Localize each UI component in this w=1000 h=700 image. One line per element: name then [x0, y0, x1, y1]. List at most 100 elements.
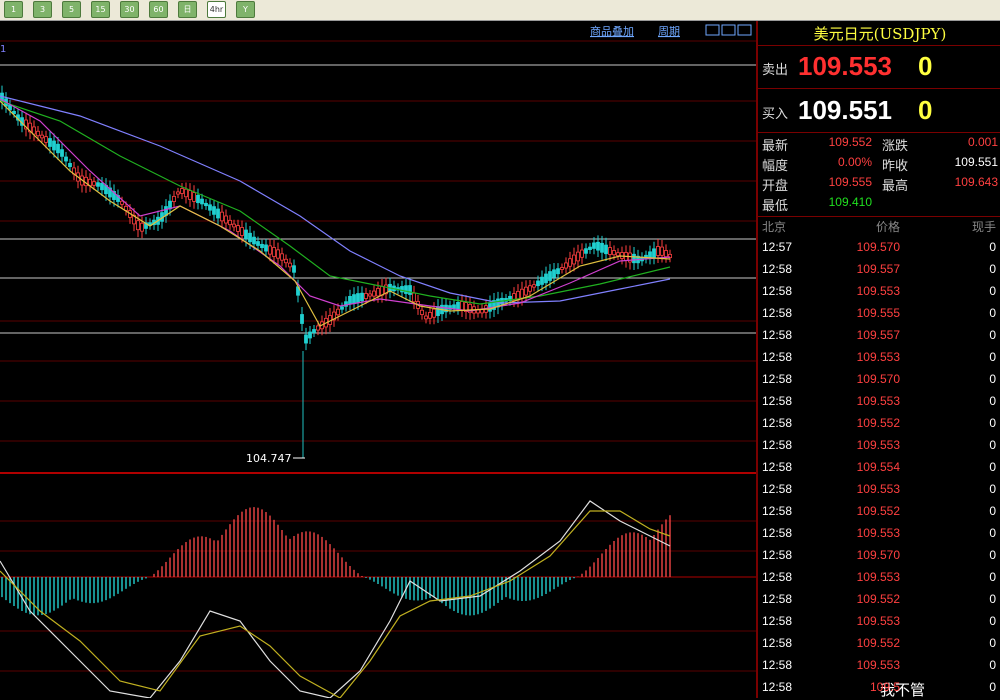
stat-value: 109.410: [828, 195, 872, 209]
tick-time: 12:58: [762, 592, 793, 606]
candle-body: [212, 206, 216, 215]
tick-price: 109.553: [856, 614, 900, 628]
candle-body: [136, 220, 140, 231]
candle-body: [452, 304, 456, 309]
tick-header: 现手: [971, 220, 996, 234]
period-button[interactable]: 15: [91, 1, 110, 18]
tick-lots: 0: [989, 240, 996, 254]
period-button[interactable]: 5: [62, 1, 81, 18]
candle-body: [596, 241, 600, 251]
tick-time: 12:58: [762, 636, 793, 650]
candle-body: [24, 119, 28, 130]
candle-body: [40, 134, 44, 139]
candle-body: [200, 198, 204, 205]
tick-lots: 0: [989, 372, 996, 386]
period-button[interactable]: 60: [149, 1, 168, 18]
tick-lots: 0: [989, 614, 996, 628]
tick-time: 12:58: [762, 306, 793, 320]
candle-body: [12, 110, 16, 115]
tick-price: 109.570: [856, 548, 900, 562]
candle-body: [284, 258, 288, 264]
tick-header: 价格: [875, 220, 900, 234]
tick-price: 109.554: [856, 460, 900, 474]
candle-body: [468, 303, 472, 314]
buy-lots: 0: [918, 95, 933, 125]
candle-body: [176, 191, 180, 195]
tick-price: 109.553: [856, 658, 900, 672]
candle-body: [252, 236, 256, 245]
candle-body: [64, 156, 68, 162]
stat-value: 109.555: [828, 175, 872, 189]
tick-price: 109.553: [856, 438, 900, 452]
candle-body: [100, 182, 104, 191]
ma-short: [0, 98, 671, 312]
candle-body: [292, 265, 296, 273]
period-button[interactable]: 3: [33, 1, 52, 18]
macd-dif: [0, 500, 671, 698]
candle-body: [264, 244, 268, 252]
tick-time: 12:58: [762, 570, 793, 584]
period-button[interactable]: 30: [120, 1, 139, 18]
tick-lots: 0: [989, 548, 996, 562]
watermark: 我不管: [880, 681, 926, 699]
candle-body: [544, 273, 548, 284]
toolbar: 1 3 5 15 30 60 日 4hr Y: [0, 0, 1000, 21]
candle-body: [108, 187, 112, 198]
candle-body: [464, 302, 468, 312]
window-controls[interactable]: [705, 24, 752, 36]
candle-body: [628, 252, 632, 263]
candle-body: [196, 194, 200, 204]
candle-body: [372, 290, 376, 297]
tick-lots: 0: [989, 284, 996, 298]
tick-time: 12:58: [762, 504, 793, 518]
tick-price: 109.553: [856, 570, 900, 584]
candle-body: [580, 249, 584, 258]
candle-body: [492, 300, 496, 310]
period-button[interactable]: Y: [236, 1, 255, 18]
period-button[interactable]: 1: [4, 1, 23, 18]
tick-time: 12:58: [762, 372, 793, 386]
candle-body: [332, 311, 336, 321]
candle-body: [280, 253, 284, 261]
tick-price: 109.553: [856, 526, 900, 540]
tick-price: 109.557: [856, 328, 900, 342]
macd-histogram: [1, 507, 671, 616]
tick-time: 12:58: [762, 658, 793, 672]
candle-body: [400, 286, 404, 293]
period-button[interactable]: 日: [178, 1, 197, 18]
period-button[interactable]: 4hr: [207, 1, 226, 18]
candle-body: [352, 294, 356, 304]
candle-body: [604, 244, 608, 255]
candle-body: [56, 143, 60, 154]
tick-time: 12:58: [762, 548, 793, 562]
period-link[interactable]: 周期: [658, 25, 680, 38]
ma-fast: [0, 100, 671, 327]
candle-body: [412, 292, 416, 303]
candle-body: [184, 188, 188, 198]
corner-label: 1: [0, 44, 6, 55]
overlay-link[interactable]: 商品叠加: [590, 24, 634, 38]
candle-body: [572, 254, 576, 265]
macd-dea: [0, 510, 671, 698]
tick-price: 109.553: [856, 482, 900, 496]
candle-body: [556, 268, 560, 275]
candle-body: [568, 258, 572, 267]
candle-body: [576, 251, 580, 262]
tick-price: 109.552: [856, 636, 900, 650]
tick-price: 109.570: [856, 240, 900, 254]
candle-body: [656, 246, 660, 256]
candle-body: [664, 250, 668, 258]
candle-body: [244, 229, 248, 240]
tick-lots: 0: [989, 504, 996, 518]
candle-body: [348, 295, 352, 305]
stat-label: 最低: [762, 199, 789, 214]
tick-lots: 0: [989, 592, 996, 606]
grid: [0, 40, 756, 672]
ma-mid: [0, 100, 671, 305]
candle-body: [48, 138, 52, 147]
buy-price: 109.551: [798, 95, 892, 125]
tick-time: 12:58: [762, 526, 793, 540]
candle-body: [436, 306, 440, 316]
candle-body: [600, 242, 604, 253]
candle-body: [260, 243, 264, 249]
